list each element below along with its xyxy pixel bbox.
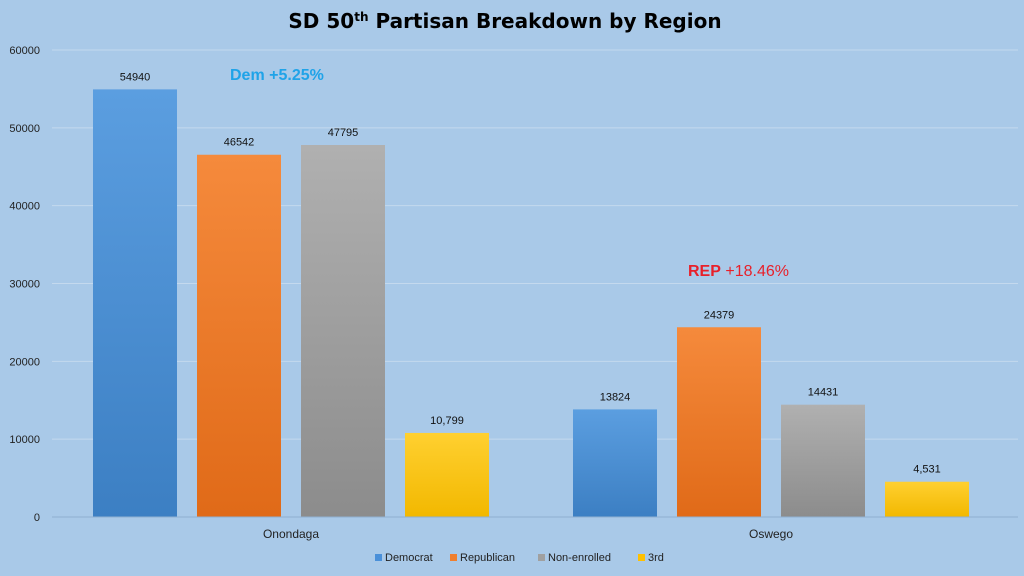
bar-onondaga-democrat: [93, 89, 177, 517]
y-tick-label: 40000: [9, 201, 40, 213]
data-label: 14431: [808, 387, 839, 399]
y-tick-label: 50000: [9, 123, 40, 135]
bar-oswego-republican: [677, 327, 761, 517]
bar-oswego-democrat: [573, 409, 657, 517]
y-tick-label: 30000: [9, 279, 40, 291]
x-axis: Onondaga Oswego: [52, 516, 1018, 541]
legend-label-non-enrolled: Non-enrolled: [548, 552, 611, 564]
data-label: 46542: [224, 137, 255, 149]
y-tick-label: 60000: [9, 45, 40, 57]
legend-label-democrat: Democrat: [385, 552, 433, 564]
bar-onondaga-non-enrolled: [301, 144, 385, 517]
data-labels: 54940 46542 47795 10,799 13824 24379 14431 4,53…: [120, 71, 941, 475]
legend-label-3rd: 3rd: [648, 552, 664, 564]
x-category-label: Oswego: [749, 527, 793, 541]
bar-onondaga-3rd: [405, 432, 489, 517]
dem-margin-annotation: Dem +5.25%: [230, 67, 324, 84]
legend: Democrat Republican Non-enrolled 3rd: [375, 552, 664, 564]
data-label: 47795: [328, 127, 359, 139]
y-axis: 0 10000 20000 30000 40000 50000 60000: [9, 45, 40, 524]
rep-margin-annotation: REP +18.46%: [688, 263, 789, 280]
legend-label-republican: Republican: [460, 552, 515, 564]
bar-oswego-non-enrolled: [781, 404, 865, 517]
gridlines: [52, 49, 1018, 440]
x-category-label: Onondaga: [263, 527, 319, 541]
y-tick-label: 10000: [9, 434, 40, 446]
chart-title: SD 50th Partisan Breakdown by Region: [288, 9, 721, 33]
data-label: 10,799: [430, 415, 464, 427]
y-tick-label: 0: [34, 512, 40, 524]
legend-swatch-republican: [450, 554, 457, 561]
data-label: 13824: [600, 391, 631, 403]
bars: [93, 89, 969, 517]
data-label: 24379: [704, 309, 735, 321]
legend-swatch-non-enrolled: [538, 554, 545, 561]
bar-onondaga-republican: [197, 154, 281, 517]
data-label: 4,531: [913, 464, 941, 476]
legend-swatch-3rd: [638, 554, 645, 561]
legend-swatch-democrat: [375, 554, 382, 561]
bar-oswego-3rd: [885, 481, 969, 517]
data-label: 54940: [120, 71, 151, 83]
y-tick-label: 20000: [9, 356, 40, 368]
